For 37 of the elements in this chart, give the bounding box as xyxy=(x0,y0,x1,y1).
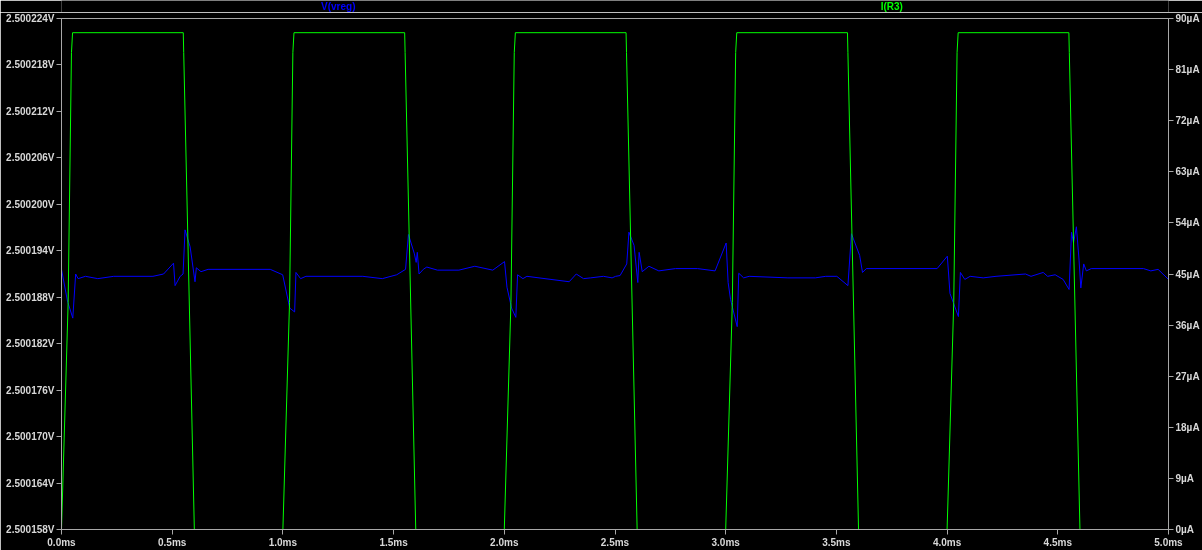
y2-tick-label: 36µA xyxy=(1175,319,1200,331)
x-tick-label: 2.0ms xyxy=(490,536,519,548)
y-tick-label: 2.500224V xyxy=(6,13,55,24)
y-tick-label: 2.500176V xyxy=(6,384,55,396)
line-series xyxy=(61,226,1169,328)
y2-tick-label: 54µA xyxy=(1175,217,1200,229)
y-tick-label: 2.500200V xyxy=(6,198,55,210)
x-tick-label: 4.5ms xyxy=(1043,536,1073,548)
y2-tick-label: 90µA xyxy=(1175,13,1200,24)
text: V(vreg) xyxy=(321,1,356,12)
y-tick-label: 2.500206V xyxy=(6,152,55,164)
y2-tick-label: 0µA xyxy=(1175,524,1195,535)
y-tick-label: 2.500212V xyxy=(6,105,55,117)
y2-tick-label: 63µA xyxy=(1175,166,1200,178)
x-tick-label: 0.0ms xyxy=(47,536,77,548)
y-tick-label: 2.500218V xyxy=(6,59,55,71)
y-tick-label: 2.500170V xyxy=(6,431,55,443)
text: I(R3) xyxy=(880,1,903,12)
x-tick-label: 5.0ms xyxy=(1154,536,1184,548)
y-tick-label: 2.500194V xyxy=(6,245,55,257)
x-tick-label: 0.5ms xyxy=(158,536,187,548)
y-tick-label: 2.500164V xyxy=(6,477,55,489)
y2-tick-label: 27µA xyxy=(1175,370,1200,382)
y2-tick-label: 45µA xyxy=(1175,268,1200,280)
y2-tick-label: 72µA xyxy=(1175,115,1200,127)
y2-tick-label: 81µA xyxy=(1175,64,1200,76)
x-tick-label: 2.5ms xyxy=(600,536,630,548)
x-tick-label: 4.0ms xyxy=(932,536,962,548)
y2-tick-label: 18µA xyxy=(1175,421,1200,433)
x-tick-label: 1.0ms xyxy=(268,536,298,548)
y2-tick-label: 9µA xyxy=(1175,472,1195,484)
x-tick-label: 3.5ms xyxy=(822,536,852,548)
y-tick-label: 2.500158V xyxy=(6,524,55,535)
x-tick-label: 1.5ms xyxy=(379,536,409,548)
x-tick-label: 3.0ms xyxy=(711,536,741,548)
y-tick-label: 2.500188V xyxy=(6,291,55,303)
y-tick-label: 2.500182V xyxy=(6,338,55,350)
